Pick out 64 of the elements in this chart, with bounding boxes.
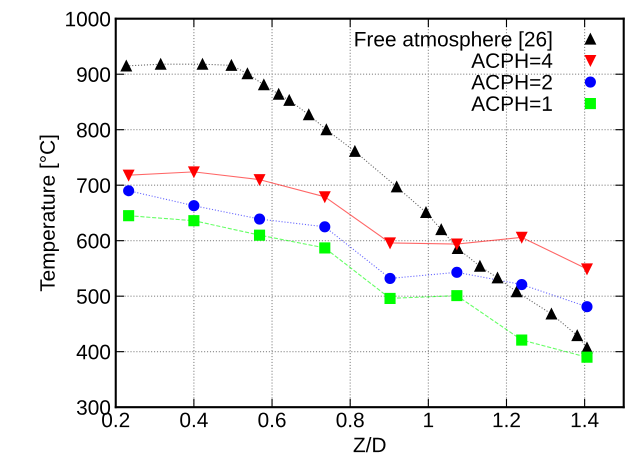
x-tick-label: 1	[424, 412, 434, 428]
x-axis-title: Z/D	[354, 436, 386, 452]
x-tick-label: 0.2	[102, 412, 130, 428]
point	[319, 191, 330, 202]
point	[572, 330, 583, 342]
legend-label: ACPH=1	[471, 96, 552, 112]
y-tick-label: 300	[76, 400, 110, 415]
y-tick-label: 900	[77, 67, 110, 82]
point	[581, 352, 593, 363]
point	[188, 215, 200, 226]
point	[226, 60, 237, 71]
point	[303, 109, 314, 120]
y-tick-label: 600	[77, 234, 110, 248]
legend-label: ACPH=2	[471, 74, 552, 90]
point	[516, 278, 528, 290]
y-tick-label: 700	[77, 178, 110, 193]
legend-label: Free atmosphere [26]	[355, 31, 552, 51]
point	[284, 94, 295, 106]
y-tick-label: 800	[77, 122, 110, 138]
point	[581, 263, 593, 275]
point	[451, 290, 462, 302]
point	[254, 213, 266, 225]
point	[516, 232, 528, 243]
point	[273, 88, 284, 100]
point	[384, 292, 396, 304]
point	[511, 286, 522, 298]
point	[384, 237, 396, 248]
point	[188, 166, 200, 178]
point	[319, 221, 330, 232]
point	[196, 58, 208, 70]
point	[155, 58, 166, 70]
y-axis-title: Temperature [°C]	[40, 136, 59, 292]
point	[420, 206, 432, 218]
point	[492, 272, 504, 284]
point	[242, 68, 253, 80]
point	[258, 79, 270, 90]
point	[123, 210, 134, 222]
point	[120, 60, 132, 72]
y-tick-label: 1000	[66, 12, 110, 26]
point	[319, 242, 330, 254]
point	[123, 170, 134, 181]
point	[546, 308, 557, 320]
point	[436, 224, 447, 236]
y-tick-label: 500	[76, 289, 110, 304]
point	[123, 185, 134, 196]
x-tick-label: 0.4	[180, 412, 208, 428]
point	[581, 301, 593, 312]
x-tick-label: 1.4	[572, 412, 599, 428]
point	[254, 174, 266, 186]
x-tick-label: 1.2	[494, 412, 520, 428]
point	[320, 124, 332, 136]
point	[451, 266, 462, 278]
y-tick-label: 400	[76, 344, 110, 360]
point	[451, 238, 462, 250]
x-tick-label: 0.8	[336, 412, 364, 428]
point	[391, 181, 402, 192]
point	[474, 260, 486, 272]
point	[188, 200, 200, 212]
point	[516, 334, 528, 346]
legend-label: ACPH=4	[471, 53, 552, 68]
x-tick-label: 0.6	[258, 412, 286, 428]
point	[254, 230, 266, 241]
point	[384, 272, 396, 284]
point	[349, 146, 360, 157]
